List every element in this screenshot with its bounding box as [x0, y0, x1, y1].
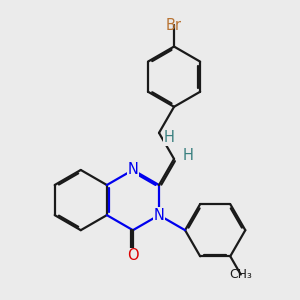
- Text: H: H: [182, 148, 193, 164]
- Text: Br: Br: [166, 18, 182, 33]
- Text: H: H: [164, 130, 175, 145]
- Text: O: O: [127, 248, 139, 263]
- Text: N: N: [154, 208, 164, 223]
- Text: CH₃: CH₃: [230, 268, 252, 281]
- Text: N: N: [128, 163, 138, 178]
